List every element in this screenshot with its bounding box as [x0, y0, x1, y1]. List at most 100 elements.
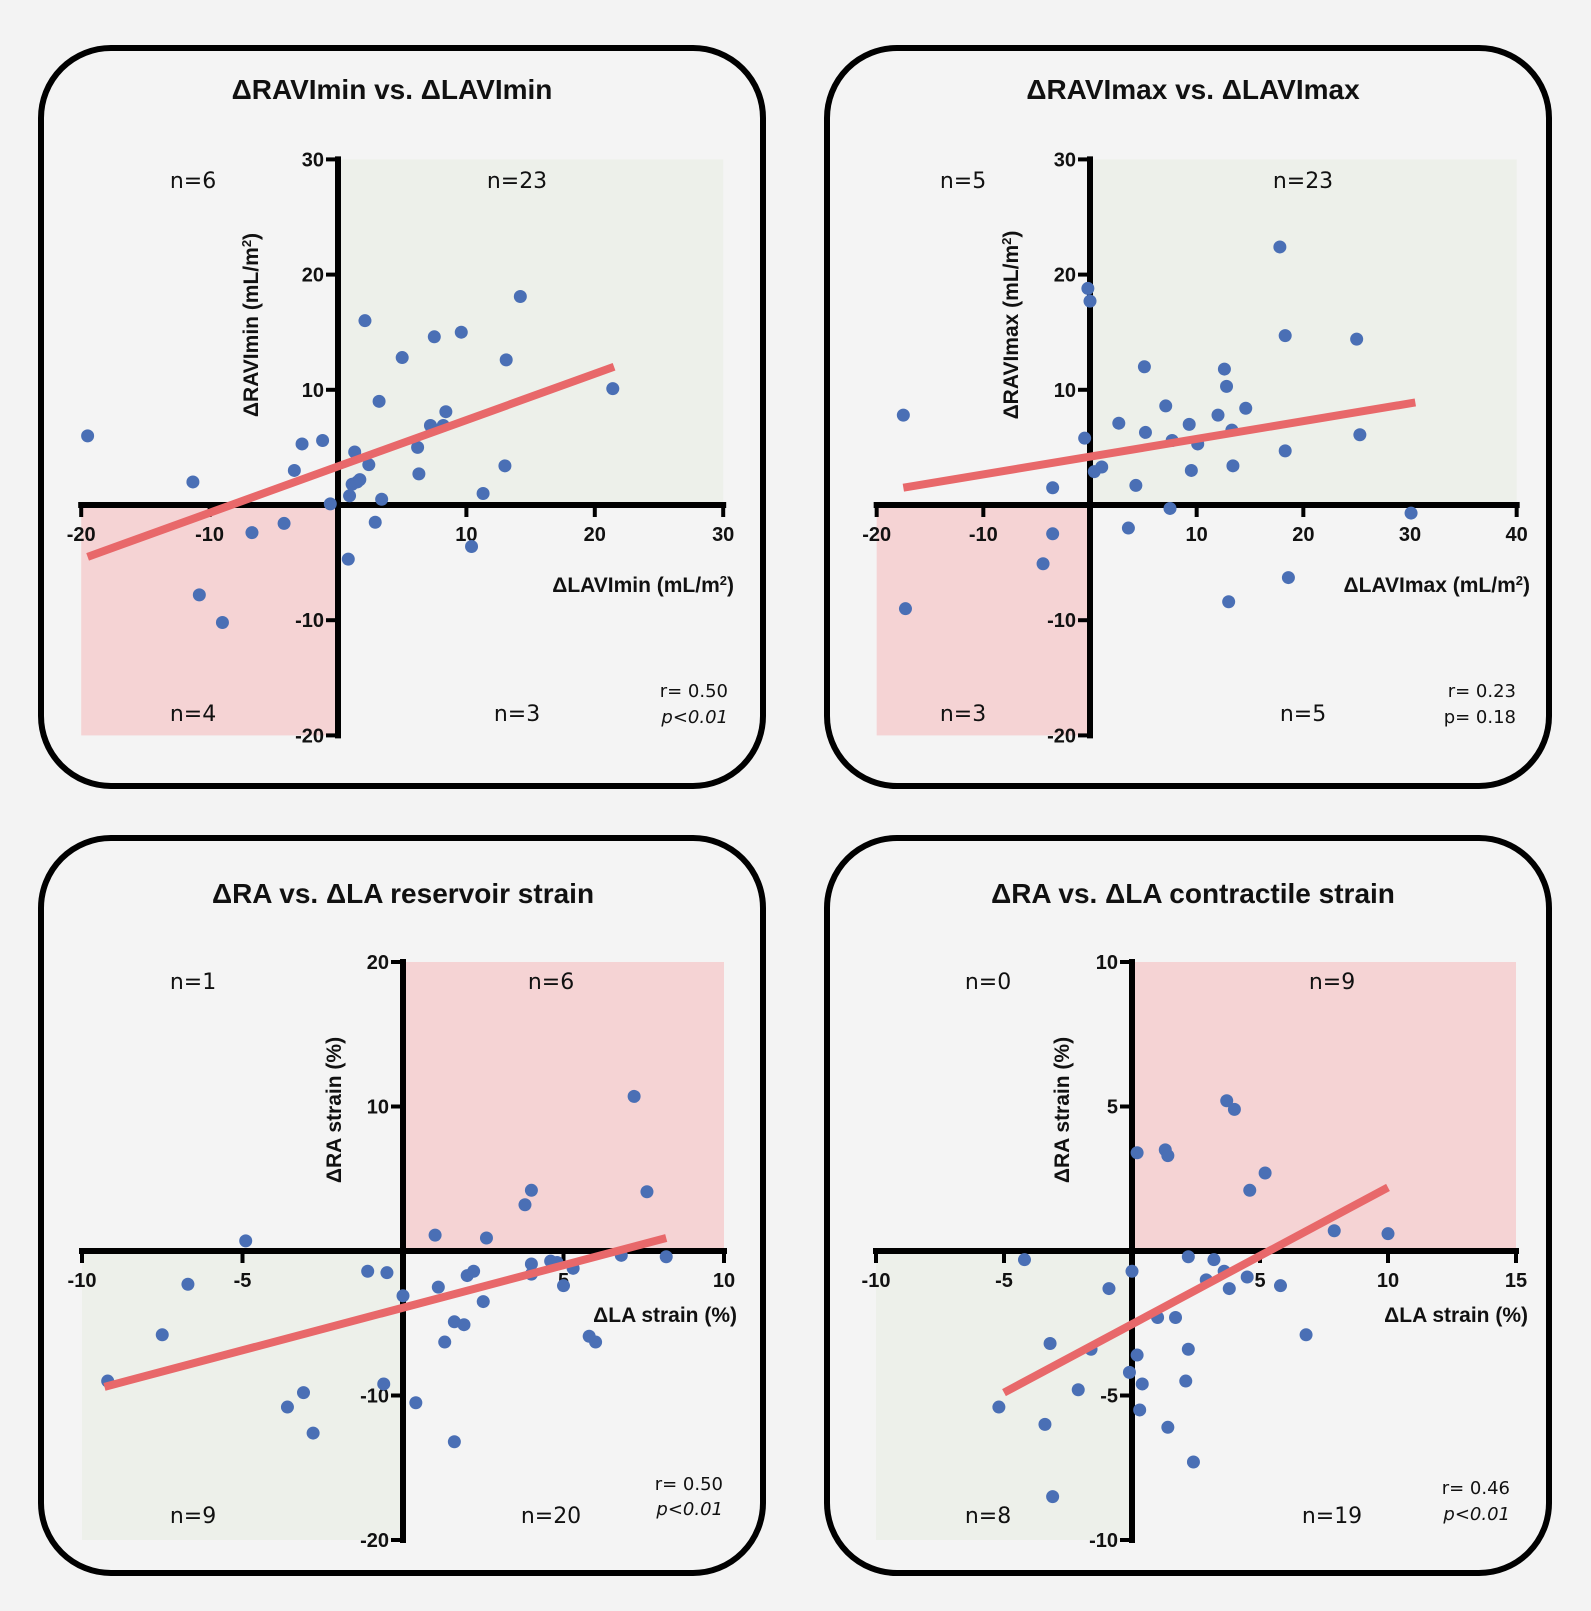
data-point	[343, 489, 357, 503]
data-point	[479, 1231, 493, 1245]
data-point	[155, 1328, 169, 1342]
x-axis-label: ΔLA strain (%)	[593, 1304, 737, 1327]
y-axis-label: ΔRAVImin (mL/m2)	[239, 233, 264, 417]
data-point	[438, 1335, 452, 1349]
quadrant-count-lower-left: n=8	[965, 1504, 1011, 1529]
data-point	[1350, 332, 1364, 346]
data-point	[1240, 1270, 1254, 1284]
data-point	[361, 1264, 375, 1278]
y-tick-label: -10	[1047, 610, 1076, 632]
data-point	[1135, 1377, 1149, 1391]
data-point	[1043, 1336, 1057, 1350]
regression-line	[1002, 1183, 1390, 1397]
x-tick-label: 10	[1186, 524, 1208, 546]
data-point	[1278, 444, 1292, 458]
data-point	[1220, 1094, 1234, 1108]
data-point	[412, 467, 426, 481]
data-point	[640, 1185, 654, 1199]
data-point	[395, 351, 409, 365]
y-tick-label: 30	[1054, 149, 1076, 171]
data-point	[428, 1228, 442, 1242]
data-point	[1036, 557, 1050, 571]
data-point	[1129, 478, 1143, 492]
data-point	[1278, 329, 1292, 343]
data-point	[377, 1377, 391, 1391]
data-point	[323, 497, 337, 511]
x-tick-label: 20	[1292, 524, 1314, 546]
data-point	[518, 1198, 532, 1212]
data-point	[362, 458, 376, 472]
data-point	[1281, 571, 1295, 585]
y-tick-label: 5	[1107, 1097, 1118, 1119]
upper-right-quadrant-shade	[338, 159, 724, 505]
data-point	[1184, 463, 1198, 477]
data-point	[1181, 1342, 1195, 1356]
x-tick-label: -20	[67, 524, 96, 546]
data-point	[606, 382, 620, 396]
data-point	[380, 1266, 394, 1280]
data-point	[1121, 521, 1135, 535]
data-point	[476, 1295, 490, 1309]
quadrant-count-upper-right: n=23	[1273, 169, 1333, 194]
data-point	[498, 459, 512, 473]
panel-title: ΔRAVImin vs. ΔLAVImin	[232, 74, 553, 105]
y-tick-label: -10	[295, 610, 324, 632]
y-axis-label: ΔRA strain (%)	[1051, 1037, 1074, 1183]
data-point	[287, 463, 301, 477]
y-tick-label: -20	[360, 1530, 389, 1552]
quadrant-count-upper-right: n=9	[1309, 970, 1355, 995]
data-point	[465, 539, 479, 553]
upper-right-quadrant-shade	[1132, 962, 1516, 1251]
data-point	[192, 588, 206, 602]
data-point	[358, 314, 372, 328]
data-point	[1130, 1348, 1144, 1362]
data-point	[245, 526, 259, 540]
data-point	[1122, 1365, 1136, 1379]
p-value: p= 0.18	[1444, 707, 1516, 728]
correlation-r: r= 0.23	[1448, 681, 1516, 702]
data-point	[1161, 1149, 1175, 1163]
data-point	[589, 1335, 603, 1349]
correlation-r: r= 0.50	[655, 1474, 723, 1495]
y-tick-label: -20	[295, 725, 324, 747]
data-point	[476, 486, 490, 500]
data-point	[1046, 1490, 1060, 1504]
y-tick-label: -20	[1047, 725, 1076, 747]
data-point	[280, 1400, 294, 1414]
data-point	[1327, 1224, 1341, 1238]
data-point	[1381, 1227, 1395, 1241]
x-axis-label: ΔLA strain (%)	[1384, 1304, 1528, 1327]
data-point	[296, 1386, 310, 1400]
upper-right-quadrant-shade	[403, 962, 724, 1251]
data-point	[1163, 501, 1177, 515]
data-point	[898, 602, 912, 616]
data-point	[81, 429, 95, 443]
data-point	[368, 515, 382, 529]
data-point	[1112, 416, 1126, 430]
panel-reservoir-strain: ΔRA vs. ΔLA reservoir strain-10-55102010…	[38, 835, 766, 1576]
panel-contractile-strain: ΔRA vs. ΔLA contractile strain -10 -5 5 10 15…	[824, 835, 1552, 1576]
x-tick-label: -10	[969, 524, 998, 546]
quadrant-count-lower-left: n=9	[170, 1504, 216, 1529]
data-point	[431, 1280, 445, 1294]
data-point	[1169, 1310, 1183, 1324]
data-point	[627, 1089, 641, 1103]
data-point	[1083, 294, 1097, 308]
data-point	[1207, 1253, 1221, 1267]
data-point	[277, 516, 291, 530]
y-tick-label: 10	[1054, 380, 1076, 402]
data-point	[1220, 379, 1234, 393]
data-point	[353, 473, 367, 487]
quadrant-count-lower-right: n=20	[521, 1504, 581, 1529]
data-point	[215, 616, 229, 630]
x-tick-label: -5	[234, 1270, 252, 1292]
lower-left-quadrant-shade	[876, 505, 1090, 736]
quadrant-count-lower-right: n=3	[494, 702, 540, 727]
data-point	[409, 1396, 423, 1410]
quadrant-count-upper-left: n=5	[940, 169, 986, 194]
data-point	[427, 330, 441, 344]
data-point	[1211, 408, 1225, 422]
data-point	[1222, 595, 1236, 609]
data-point	[1125, 1264, 1139, 1278]
